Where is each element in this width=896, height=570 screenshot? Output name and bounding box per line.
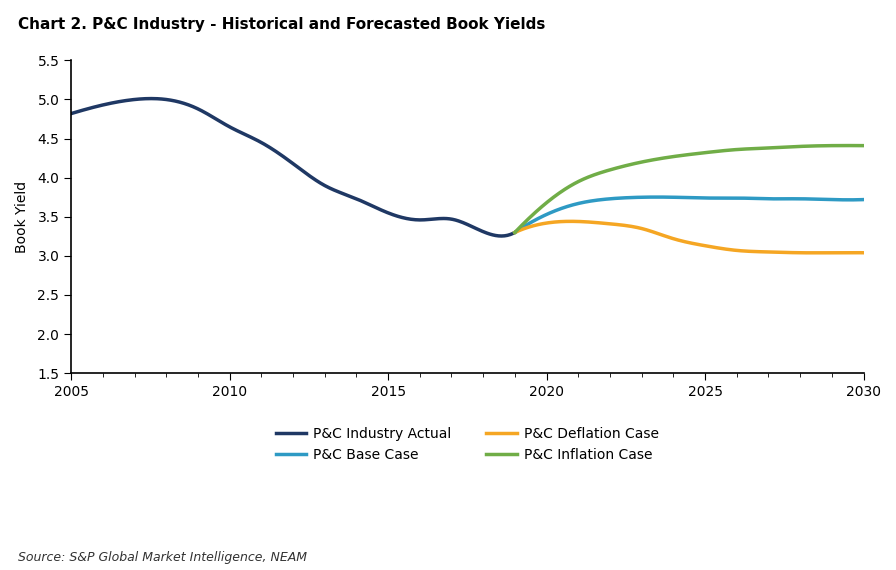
Y-axis label: Book Yield: Book Yield <box>15 181 29 253</box>
Text: Source: S&P Global Market Intelligence, NEAM: Source: S&P Global Market Intelligence, … <box>18 551 307 564</box>
Text: Chart 2. P&C Industry - Historical and Forecasted Book Yields: Chart 2. P&C Industry - Historical and F… <box>18 17 546 32</box>
P&C Deflation Case <box>717 245 728 252</box>
P&C Base Case <box>511 228 521 235</box>
P&C Industry Actual <box>67 109 78 116</box>
P&C Base Case <box>717 194 728 201</box>
P&C Base Case <box>724 194 735 201</box>
P&C Base Case <box>651 194 662 201</box>
P&C Deflation Case <box>805 250 815 256</box>
P&C Industry Actual <box>441 215 452 222</box>
P&C Deflation Case <box>511 229 521 235</box>
P&C Base Case <box>510 229 521 236</box>
Line: P&C Inflation Case: P&C Inflation Case <box>515 145 864 233</box>
P&C Deflation Case <box>510 229 521 236</box>
Line: P&C Base Case: P&C Base Case <box>515 197 864 233</box>
P&C Inflation Case <box>717 148 728 154</box>
P&C Inflation Case <box>716 148 727 154</box>
P&C Inflation Case <box>511 228 521 235</box>
P&C Base Case <box>719 194 729 201</box>
Line: P&C Deflation Case: P&C Deflation Case <box>515 221 864 253</box>
P&C Deflation Case <box>565 218 576 225</box>
P&C Deflation Case <box>724 246 735 253</box>
Line: P&C Industry Actual: P&C Industry Actual <box>71 99 515 236</box>
P&C Inflation Case <box>804 142 814 149</box>
P&C Industry Actual <box>339 190 349 197</box>
P&C Industry Actual <box>330 187 340 194</box>
P&C Deflation Case <box>808 250 819 256</box>
P&C Deflation Case <box>828 249 839 256</box>
P&C Base Case <box>858 196 869 203</box>
P&C Industry Actual <box>510 229 521 236</box>
P&C Industry Actual <box>470 225 480 231</box>
P&C Base Case <box>827 196 838 203</box>
P&C Industry Actual <box>65 110 76 117</box>
P&C Industry Actual <box>332 188 342 194</box>
P&C Inflation Case <box>825 142 836 149</box>
P&C Inflation Case <box>723 147 734 154</box>
P&C Deflation Case <box>858 249 869 256</box>
P&C Inflation Case <box>510 229 521 236</box>
P&C Industry Actual <box>496 233 507 239</box>
P&C Inflation Case <box>858 142 869 149</box>
P&C Deflation Case <box>719 245 729 252</box>
P&C Base Case <box>805 196 815 202</box>
P&C Industry Actual <box>146 95 157 102</box>
Legend: P&C Industry Actual, P&C Base Case, P&C Deflation Case, P&C Inflation Case: P&C Industry Actual, P&C Base Case, P&C … <box>276 427 659 462</box>
P&C Inflation Case <box>842 142 853 149</box>
